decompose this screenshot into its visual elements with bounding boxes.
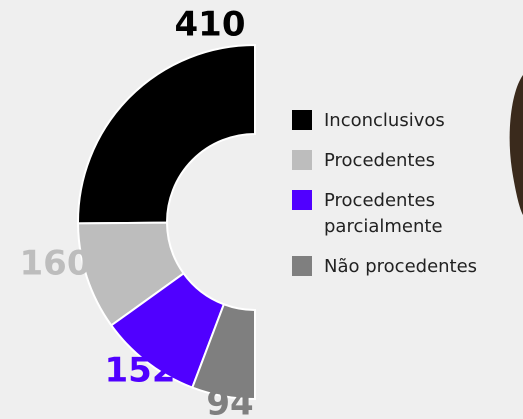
legend-swatch (292, 150, 312, 170)
legend-label: Procedentes parcialmente (324, 190, 443, 237)
legend-item: Procedentes (292, 148, 504, 174)
donut-segment (191, 303, 256, 401)
value-label: 410 (175, 5, 246, 45)
legend-item: Inconclusivos (292, 108, 504, 134)
legend: Inconclusivos Procedentes Procedentes parc… (292, 108, 504, 294)
photo-edge (509, 75, 523, 215)
value-label: 160 (20, 244, 91, 284)
donut-segment (77, 43, 256, 225)
legend-label: Inconclusivos (324, 110, 445, 131)
legend-swatch (292, 256, 312, 276)
legend-label: Não procedentes (324, 256, 478, 277)
legend-item: Procedentes parcialmente (292, 188, 504, 240)
legend-label: Procedentes (324, 150, 435, 171)
legend-swatch (292, 110, 312, 130)
value-label: 94 (206, 384, 253, 419)
legend-item: Não procedentes (292, 254, 504, 280)
value-label: 152 (105, 351, 176, 391)
legend-swatch (292, 190, 312, 210)
